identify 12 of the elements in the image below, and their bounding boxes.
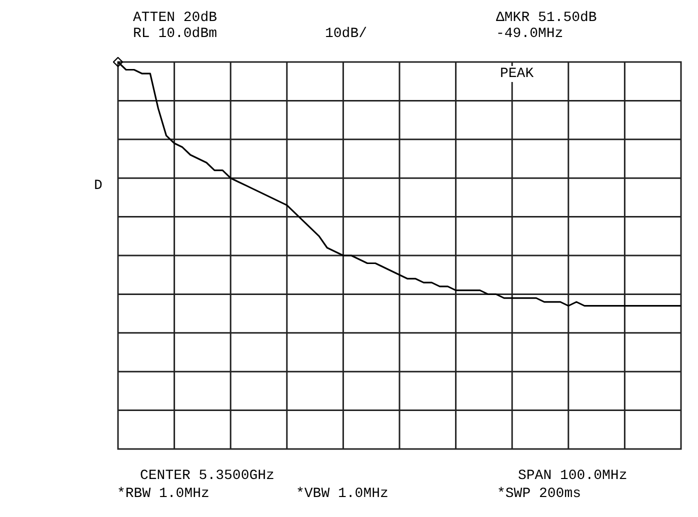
text: RL 10.0dBm [133, 26, 218, 42]
text: CENTER 5.3500GHz [140, 468, 274, 484]
text: 10dB/ [325, 26, 368, 42]
annotation: PEAK [500, 66, 534, 82]
text: -49.0MHz [496, 26, 564, 42]
text: *VBW 1.0MHz [296, 486, 388, 502]
text: ΔMKR 51.50dB [496, 10, 597, 26]
text: D [94, 178, 102, 194]
text: *SWP 200ms [497, 486, 582, 502]
text: *RBW 1.0MHz [117, 486, 210, 502]
text: SPAN 100.0MHz [518, 468, 628, 484]
text: ATTEN 20dB [133, 10, 218, 26]
